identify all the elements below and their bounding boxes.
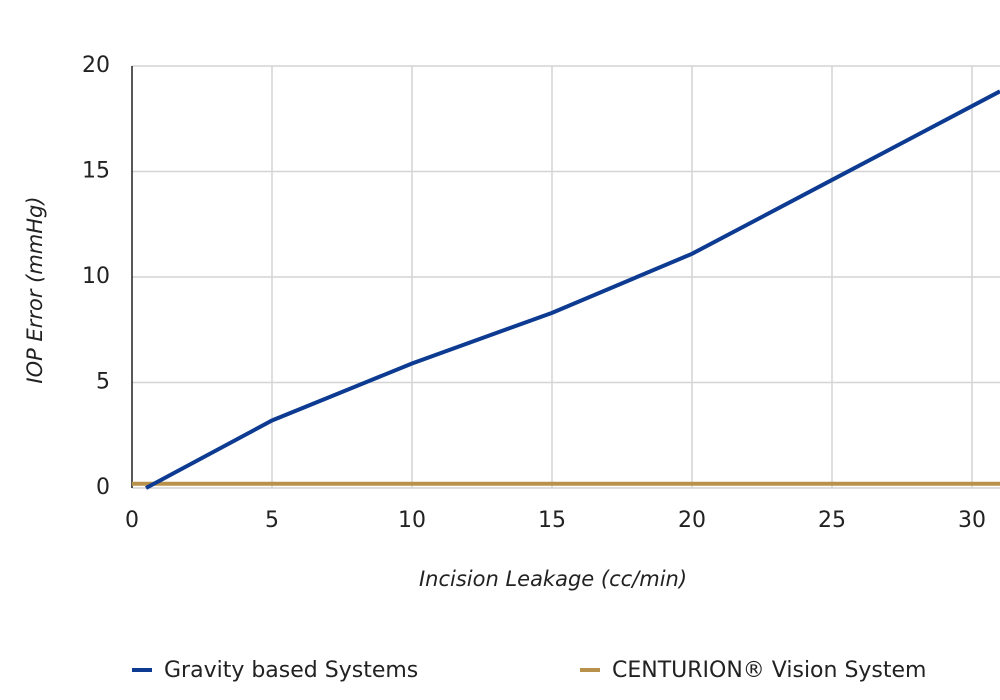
- y-tick-label: 5: [96, 370, 110, 395]
- series-line: [145, 89, 1000, 490]
- x-tick-label: 0: [125, 508, 139, 533]
- x-tick-label: 10: [398, 508, 426, 533]
- y-tick-label: 0: [96, 475, 110, 500]
- x-tick-label: 30: [958, 508, 986, 533]
- x-tick-label: 15: [538, 508, 566, 533]
- y-tick-label: 20: [82, 53, 110, 78]
- legend-label: Gravity based Systems: [164, 658, 418, 683]
- x-tick-label: 20: [678, 508, 706, 533]
- y-tick-label: 10: [82, 264, 110, 289]
- x-axis-label: Incision Leakage (cc/min): [419, 567, 687, 591]
- y-axis-label: IOP Error (mmHg): [23, 196, 47, 383]
- y-tick-label: 15: [82, 159, 110, 184]
- legend-label: CENTURION® Vision System: [612, 658, 927, 683]
- x-tick-label: 25: [818, 508, 846, 533]
- x-tick-label: 5: [265, 508, 279, 533]
